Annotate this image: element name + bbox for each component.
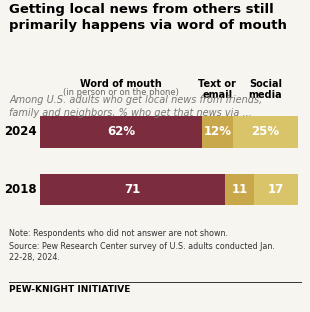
Text: Word of mouth: Word of mouth [80, 79, 162, 89]
Text: PEW-KNIGHT INITIATIVE: PEW-KNIGHT INITIATIVE [9, 285, 131, 295]
Bar [40, 116, 202, 148]
Text: 62%: 62% [107, 125, 135, 138]
Text: 17: 17 [268, 183, 284, 196]
Bar [202, 116, 233, 148]
Bar [254, 174, 298, 205]
Text: 25%: 25% [251, 125, 280, 138]
Text: 12%: 12% [203, 125, 231, 138]
Text: 11: 11 [231, 183, 248, 196]
Text: 2018: 2018 [4, 183, 36, 196]
Text: Source: Pew Research Center survey of U.S. adults conducted Jan.: Source: Pew Research Center survey of U.… [9, 242, 275, 251]
Bar [233, 116, 298, 148]
Bar [40, 174, 225, 205]
Text: 71: 71 [125, 183, 141, 196]
Text: Text or
email: Text or email [198, 79, 236, 100]
Text: Getting local news from others still
primarily happens via word of mouth: Getting local news from others still pri… [9, 3, 287, 32]
Text: Social
media: Social media [249, 79, 282, 100]
Text: Among U.S. adults who get local news from friends,
family and neighbors, % who g: Among U.S. adults who get local news fro… [9, 95, 263, 118]
Text: 22-28, 2024.: 22-28, 2024. [9, 253, 60, 262]
Text: 2024: 2024 [4, 125, 36, 138]
Text: (in person or on the phone): (in person or on the phone) [63, 88, 179, 97]
Text: Note: Respondents who did not answer are not shown.: Note: Respondents who did not answer are… [9, 229, 228, 238]
Bar [225, 174, 254, 205]
